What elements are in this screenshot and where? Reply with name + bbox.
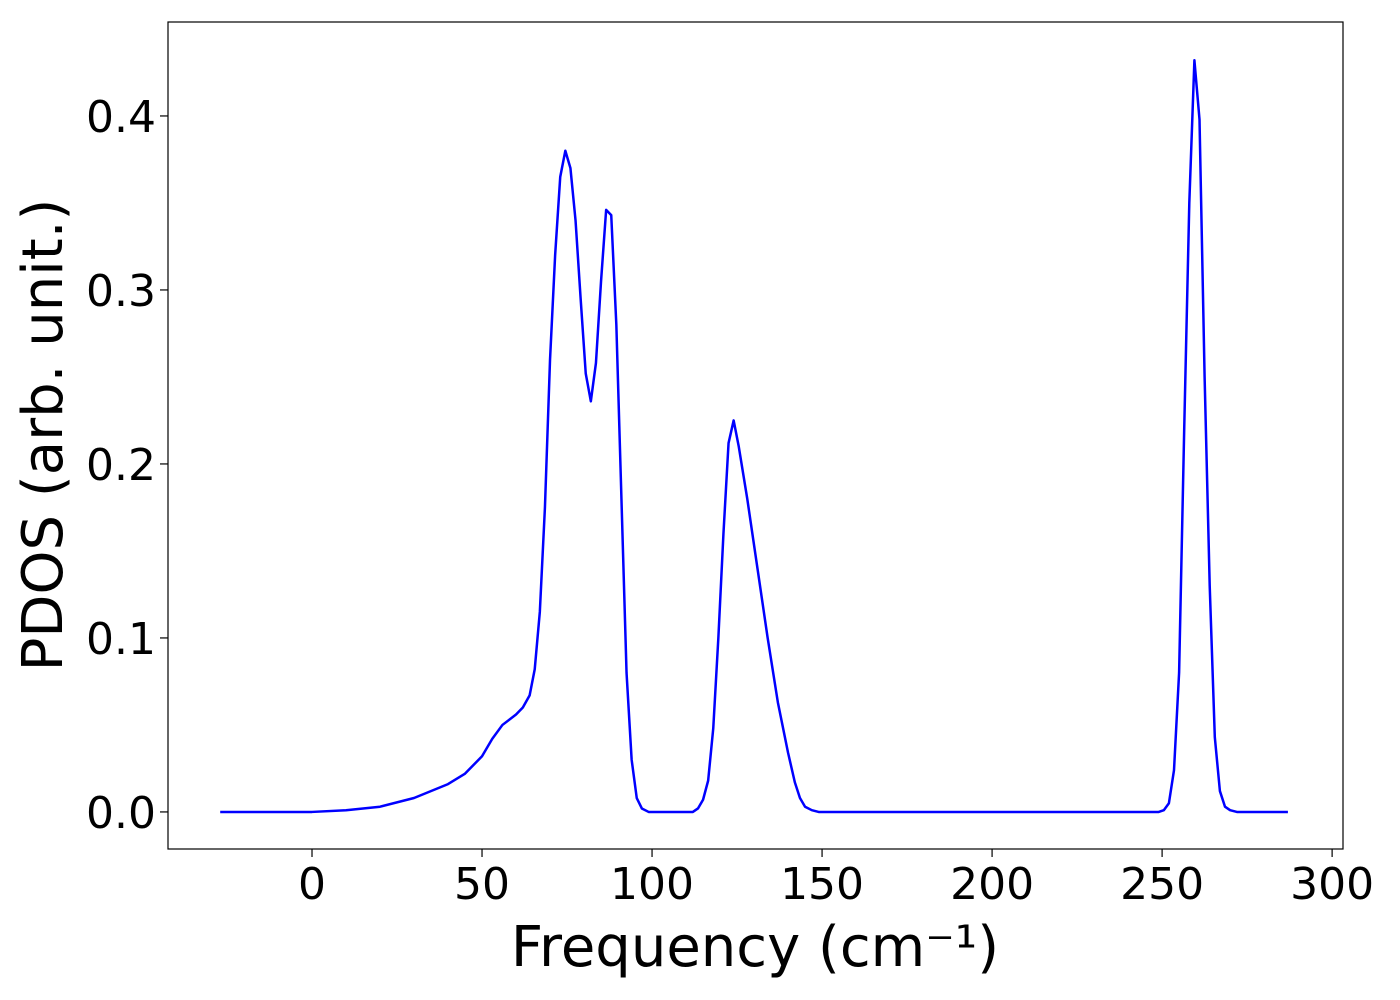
x-axis-label: Frequency (cm⁻¹) — [511, 915, 999, 980]
y-tick-label: 0.1 — [86, 614, 156, 665]
x-tick-label: 100 — [610, 859, 694, 910]
x-tick-label: 50 — [454, 859, 510, 910]
x-tick-label: 0 — [298, 859, 326, 910]
plot-frame — [167, 21, 1344, 850]
y-tick-label: 0.2 — [86, 440, 156, 491]
x-tick-label: 250 — [1120, 859, 1204, 910]
y-tick-label: 0.4 — [86, 92, 156, 143]
x-tick-label: 150 — [780, 859, 864, 910]
x-tick-label: 300 — [1290, 859, 1374, 910]
y-tick-label: 0.3 — [86, 266, 156, 317]
data-line — [220, 59, 1288, 814]
y-axis-label: PDOS (arb. unit.) — [11, 199, 76, 672]
y-tick-label: 0.0 — [86, 788, 156, 839]
x-tick-label: 200 — [950, 859, 1034, 910]
